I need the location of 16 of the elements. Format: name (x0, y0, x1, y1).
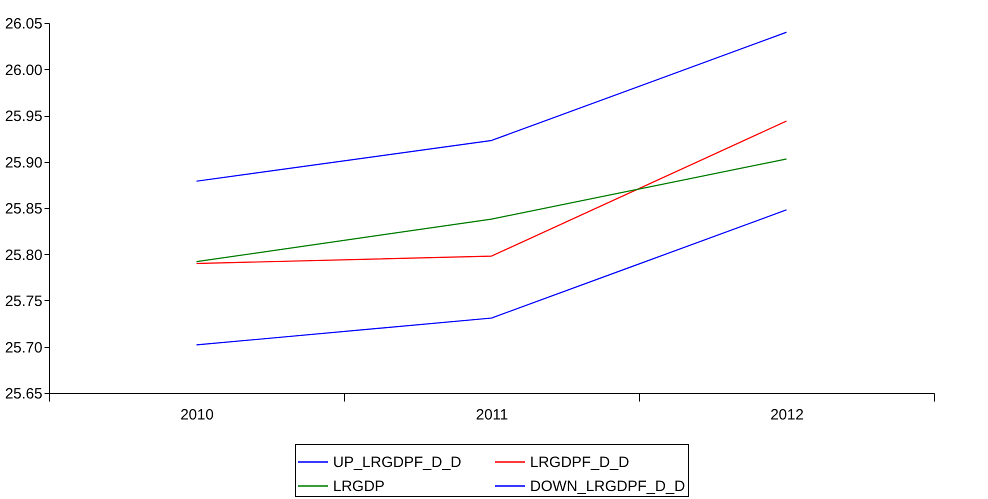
y-tick-label: 25.90 (4, 154, 42, 172)
y-tick-label: 26.05 (4, 16, 42, 32)
legend-label: LRGDPF_D_D (530, 454, 630, 471)
y-tick-label: 25.80 (4, 246, 42, 264)
legend-label: UP_LRGDPF_D_D (333, 454, 462, 471)
y-tick-label: 25.70 (4, 339, 42, 356)
legend-label: DOWN_LRGDPF_D_D (530, 478, 686, 495)
x-tick-label: 2010 (180, 406, 214, 424)
legend-label: LRGDP (333, 478, 385, 495)
x-tick-label: 2012 (770, 406, 804, 424)
y-tick-label: 26.00 (4, 62, 42, 79)
y-tick-label: 25.95 (4, 108, 42, 125)
y-tick-label: 25.85 (4, 200, 42, 218)
y-tick-label: 25.65 (4, 386, 42, 402)
x-tick-label: 2011 (476, 406, 508, 424)
y-tick-label: 25.75 (4, 293, 42, 310)
